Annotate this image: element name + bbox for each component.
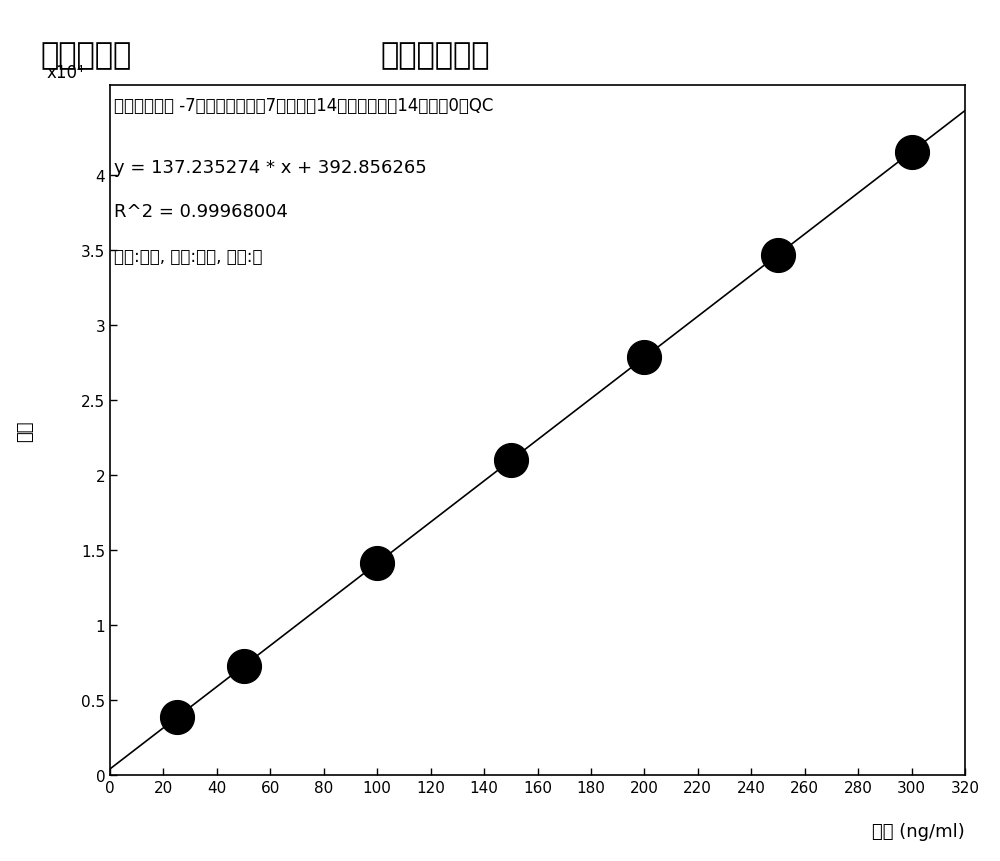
Text: R^2 = 0.99968004: R^2 = 0.99968004 — [114, 203, 288, 221]
Text: 浓度 (ng/ml): 浓度 (ng/ml) — [872, 822, 965, 840]
Point — [236, 660, 252, 673]
Text: y = 137.235274 * x + 392.856265: y = 137.235274 * x + 392.856265 — [114, 158, 427, 177]
Point — [369, 556, 385, 570]
Text: 响应: 响应 — [16, 420, 34, 441]
Text: 苯磺酸异丙酯: 苯磺酸异丙酯 — [380, 41, 490, 71]
Text: 苯磺酸异丙酯 -7个级别，使用了7个级别，14个点，使用了14个点，0个QC: 苯磺酸异丙酯 -7个级别，使用了7个级别，14个点，使用了14个点，0个QC — [114, 96, 494, 115]
Text: 目标化合物: 目标化合物 — [40, 41, 131, 71]
Point — [503, 454, 519, 468]
Point — [636, 351, 652, 365]
Point — [169, 711, 185, 725]
Point — [770, 248, 786, 262]
Text: x10⁴: x10⁴ — [46, 64, 84, 82]
Text: 类型:线性, 原点:忽略, 权重:无: 类型:线性, 原点:忽略, 权重:无 — [114, 248, 263, 266]
Point — [904, 146, 920, 159]
